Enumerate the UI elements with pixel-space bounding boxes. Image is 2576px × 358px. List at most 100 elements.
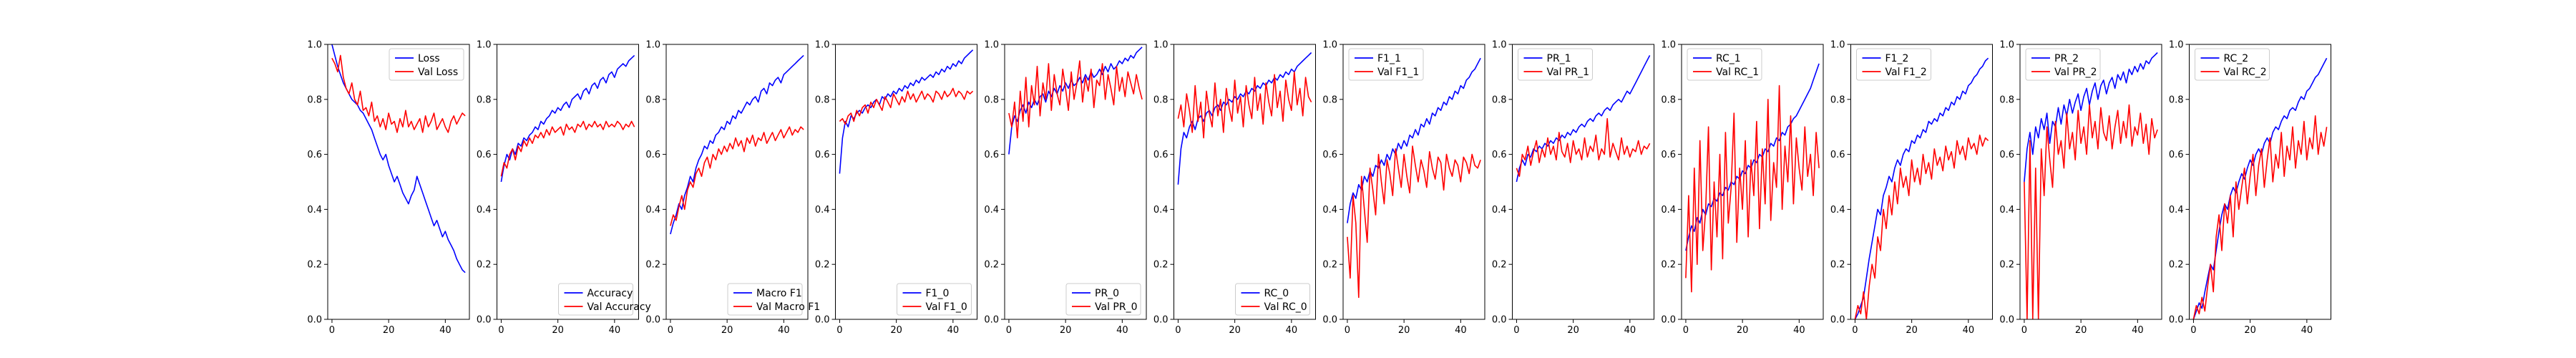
legend-label: Val F1_0 — [926, 301, 967, 313]
x-tick-label: 0 — [329, 325, 335, 336]
legend: RC_2 Val RC_2 — [2195, 48, 2270, 81]
y-tick-label: 0.8 — [1661, 95, 1676, 105]
x-tick-label: 0 — [1006, 325, 1012, 336]
axes-frame — [1681, 44, 1824, 320]
y-tick-label: 1.0 — [1830, 40, 1845, 51]
legend-label: F1_1 — [1377, 53, 1401, 64]
y-tick-label: 0.6 — [2169, 150, 2184, 160]
y-tick-label: 1.0 — [984, 40, 999, 51]
x-tick-label: 40 — [947, 325, 960, 336]
y-tick-label: 0.6 — [1830, 150, 1845, 160]
series-line-train — [1685, 63, 1820, 251]
metric-panel: 0.0 0.2 0.4 0.6 0.8 1.0 0 20 40 PR_2 Val PR_2 — [1999, 40, 2162, 336]
y-tick-label: 0.0 — [1322, 315, 1337, 326]
y-tick-label: 0.8 — [1153, 95, 1169, 105]
metric-panel: 0.0 0.2 0.4 0.6 0.8 1.0 0 20 40 RC_2 Val RC_2 — [2169, 40, 2331, 336]
y-tick-label: 0.0 — [1999, 315, 2014, 326]
y-tick-label: 0.4 — [1999, 205, 2014, 216]
y-tick-label: 0.4 — [1153, 205, 1169, 216]
x-tick-label: 40 — [1963, 325, 1975, 336]
y-tick-label: 0.0 — [1153, 315, 1169, 326]
legend: RC_0 Val RC_0 — [1235, 283, 1310, 316]
y-tick-label: 0.4 — [1661, 205, 1676, 216]
y-tick-label: 0.4 — [984, 205, 999, 216]
axes-frame — [835, 44, 977, 320]
y-tick-label: 0.8 — [1322, 95, 1337, 105]
legend: F1_1 Val F1_1 — [1348, 48, 1424, 81]
y-tick-label: 0.2 — [1661, 260, 1676, 271]
y-tick-label: 0.0 — [477, 315, 492, 326]
x-tick-label: 0 — [1683, 325, 1689, 336]
series-line-train — [1516, 55, 1651, 183]
legend: PR_2 Val PR_2 — [2025, 48, 2101, 81]
metric-panel: 0.0 0.2 0.4 0.6 0.8 1.0 0 20 40 F1_1 Val F1_1 — [1322, 40, 1485, 336]
metric-panel: 0.0 0.2 0.4 0.6 0.8 1.0 0 20 40 Loss Val Loss — [307, 40, 470, 336]
legend-label: PR_2 — [2054, 53, 2079, 64]
axes-frame — [665, 44, 809, 320]
x-tick-label: 0 — [1852, 325, 1858, 336]
x-tick-label: 0 — [2190, 325, 2196, 336]
series-line-train — [1854, 57, 1989, 319]
metric-panel: 0.0 0.2 0.4 0.6 0.8 1.0 0 20 40 PR_1 Val PR_1 — [1492, 40, 1654, 336]
y-tick-label: 1.0 — [1153, 40, 1169, 51]
y-tick-label: 0.4 — [477, 205, 492, 216]
legend: Loss Val Loss — [389, 48, 464, 81]
y-tick-label: 0.6 — [815, 150, 830, 160]
y-tick-label: 0.2 — [984, 260, 999, 271]
y-tick-label: 0.8 — [1492, 95, 1507, 105]
x-tick-label: 20 — [1906, 325, 1918, 336]
x-tick-label: 40 — [2301, 325, 2313, 336]
legend-label: F1_2 — [1885, 53, 1909, 64]
y-tick-label: 0.4 — [645, 205, 660, 216]
x-tick-label: 20 — [2244, 325, 2256, 336]
legend: Macro F1 Val Macro F1 — [727, 283, 820, 316]
legend-box — [1348, 48, 1424, 81]
y-tick-label: 0.0 — [1492, 315, 1507, 326]
series-line-train — [670, 54, 804, 235]
y-tick-label: 0.8 — [307, 95, 322, 105]
axes-frame — [1004, 44, 1147, 320]
legend-label: Val Macro F1 — [756, 301, 820, 313]
y-tick-label: 0.6 — [1153, 150, 1169, 160]
legend-label: RC_1 — [1716, 53, 1741, 64]
y-tick-label: 0.8 — [984, 95, 999, 105]
x-tick-label: 20 — [890, 325, 902, 336]
axes-frame — [1174, 44, 1316, 320]
legend-label: Val Loss — [418, 67, 458, 78]
x-tick-label: 20 — [383, 325, 395, 336]
legend-label: Val PR_2 — [2054, 67, 2097, 78]
axes-frame — [327, 44, 470, 320]
y-tick-label: 1.0 — [1322, 40, 1337, 51]
y-tick-label: 0.0 — [984, 315, 999, 326]
x-tick-label: 20 — [721, 325, 733, 336]
y-tick-label: 0.6 — [1492, 150, 1507, 160]
y-tick-label: 0.6 — [1322, 150, 1337, 160]
series-line-train — [1008, 47, 1143, 155]
x-tick-label: 0 — [1345, 325, 1350, 336]
metric-panel: 0.0 0.2 0.4 0.6 0.8 1.0 0 20 40 RC_0 Val RC_0 — [1153, 40, 1316, 336]
legend-label: Loss — [418, 53, 440, 64]
y-tick-label: 0.4 — [307, 205, 322, 216]
metric-panel: 0.0 0.2 0.4 0.6 0.8 1.0 0 20 40 F1_0 Val F1_0 — [815, 40, 977, 336]
series-line-val — [670, 126, 804, 226]
series-line-val — [839, 87, 974, 125]
x-tick-label: 40 — [1455, 325, 1467, 336]
y-tick-label: 0.6 — [477, 150, 492, 160]
y-tick-label: 0.4 — [815, 205, 830, 216]
y-tick-label: 0.0 — [1830, 315, 1845, 326]
series-line-train — [1347, 57, 1481, 223]
legend-box — [558, 283, 633, 316]
y-tick-label: 0.0 — [815, 315, 830, 326]
series-line-train — [331, 44, 466, 274]
x-tick-label: 40 — [439, 325, 452, 336]
legend-box — [2025, 48, 2101, 81]
legend: PR_0 Val PR_0 — [1065, 283, 1141, 316]
series-line-val — [1347, 145, 1481, 299]
y-tick-label: 1.0 — [1492, 40, 1507, 51]
y-tick-label: 0.2 — [2169, 260, 2184, 271]
y-tick-label: 0.0 — [645, 315, 660, 326]
y-tick-label: 0.4 — [2169, 205, 2184, 216]
x-tick-label: 40 — [1793, 325, 1805, 336]
y-tick-label: 0.2 — [307, 260, 322, 271]
